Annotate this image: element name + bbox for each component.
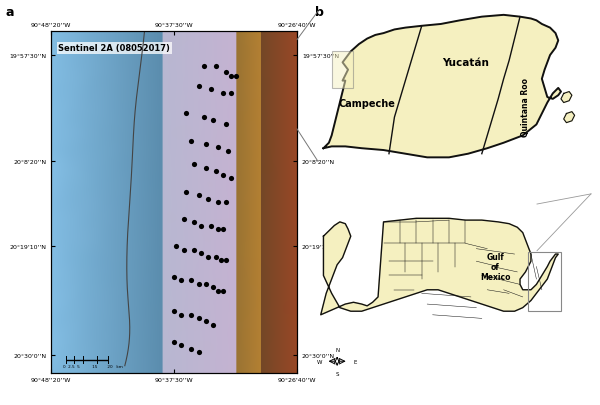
Point <box>206 87 216 94</box>
Point <box>221 70 230 77</box>
Point <box>187 345 196 352</box>
Bar <box>528 253 561 311</box>
Point <box>226 73 235 80</box>
Point <box>189 220 199 226</box>
Point <box>211 168 221 175</box>
Point <box>172 243 181 250</box>
Text: b: b <box>315 6 324 19</box>
Point <box>201 281 211 288</box>
Polygon shape <box>321 219 558 315</box>
Point <box>214 288 223 294</box>
Point <box>194 192 203 199</box>
Point <box>214 145 223 151</box>
Point <box>179 247 188 254</box>
Point <box>209 322 218 328</box>
Point <box>214 226 223 233</box>
Point <box>194 281 203 288</box>
Point <box>201 165 211 172</box>
Point <box>179 216 188 223</box>
Text: N: N <box>335 347 339 352</box>
Point <box>218 172 228 179</box>
Text: Quintana Roo: Quintana Roo <box>521 77 530 136</box>
Point <box>194 349 203 356</box>
Point <box>203 196 213 202</box>
Polygon shape <box>561 92 572 103</box>
Text: Yucatán: Yucatán <box>442 58 489 68</box>
Point <box>206 223 216 230</box>
Bar <box>332 52 353 89</box>
Point <box>221 121 230 128</box>
Point <box>221 257 230 264</box>
Point <box>176 277 186 284</box>
Point <box>211 63 221 70</box>
Point <box>201 141 211 148</box>
Point <box>209 117 218 124</box>
Point <box>226 175 235 182</box>
Point <box>189 247 199 254</box>
Point <box>176 342 186 349</box>
Point <box>187 277 196 284</box>
Text: Gulf
of
Mexico: Gulf of Mexico <box>480 252 511 282</box>
Point <box>199 114 208 121</box>
Point <box>203 254 213 260</box>
Text: W: W <box>316 359 322 364</box>
Point <box>196 223 206 230</box>
Text: E: E <box>353 359 357 364</box>
Text: Sentinel 2A (08052017): Sentinel 2A (08052017) <box>58 44 170 53</box>
Polygon shape <box>323 16 561 158</box>
Point <box>194 83 203 90</box>
Point <box>218 226 228 233</box>
Point <box>199 63 208 70</box>
Point <box>231 73 241 80</box>
Text: 0  2.5  5          15        20   km: 0 2.5 5 15 20 km <box>64 364 123 368</box>
Point <box>169 274 179 281</box>
Point <box>201 318 211 325</box>
Point <box>196 250 206 257</box>
Point <box>223 148 233 155</box>
Point <box>182 189 191 196</box>
Point <box>221 199 230 206</box>
Text: a: a <box>6 6 14 19</box>
Point <box>169 339 179 345</box>
Point <box>211 254 221 260</box>
Point <box>216 257 226 264</box>
Point <box>218 288 228 294</box>
Text: S: S <box>335 371 339 375</box>
Polygon shape <box>564 112 575 123</box>
Text: Campeche: Campeche <box>339 98 395 108</box>
Point <box>176 311 186 318</box>
Point <box>187 138 196 145</box>
Point <box>182 111 191 117</box>
Point <box>214 199 223 206</box>
Point <box>189 162 199 168</box>
Point <box>194 315 203 322</box>
Point <box>218 90 228 97</box>
Point <box>169 308 179 315</box>
Point <box>187 311 196 318</box>
Point <box>226 90 235 97</box>
Point <box>209 284 218 291</box>
